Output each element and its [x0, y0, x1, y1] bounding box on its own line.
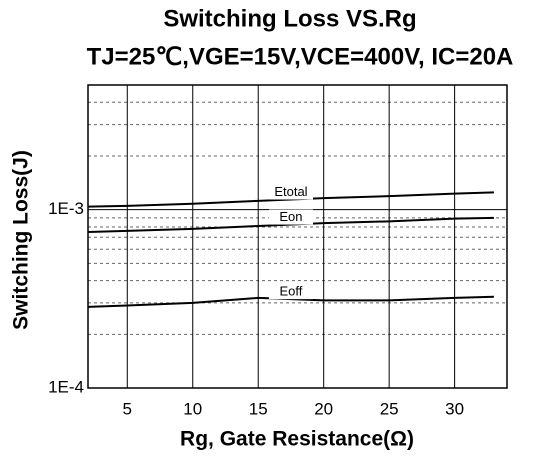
- x-tick-label: 5: [123, 399, 132, 418]
- series-label-bg: [268, 209, 313, 225]
- series-label-bg: [268, 184, 313, 200]
- series-label-bg: [268, 284, 313, 300]
- x-tick-label: 30: [445, 399, 464, 418]
- x-axis-label: Rg, Gate Resistance(Ω): [180, 428, 414, 451]
- y-axis-label: Switching Loss(J): [10, 150, 33, 330]
- x-tick-label: 20: [314, 399, 333, 418]
- y-tick-label: 1E-3: [48, 199, 84, 218]
- series-line: [87, 295, 494, 308]
- chart-subtitle: TJ=25℃,VGE=15V,VCE=400V, IC=20A: [87, 43, 514, 70]
- series-label: Eon: [279, 209, 302, 224]
- x-tick-label: 10: [183, 399, 202, 418]
- y-tick-label: 1E-4: [48, 377, 84, 396]
- series-line: [87, 216, 494, 233]
- plot-frame: [87, 84, 508, 389]
- series-line: [87, 191, 494, 208]
- x-tick-label: 25: [380, 399, 399, 418]
- x-tick-label: 15: [249, 399, 268, 418]
- series-label: Etotal: [274, 184, 307, 199]
- chart-title: Switching Loss VS.Rg: [163, 5, 416, 32]
- series-label: Eoff: [280, 284, 303, 299]
